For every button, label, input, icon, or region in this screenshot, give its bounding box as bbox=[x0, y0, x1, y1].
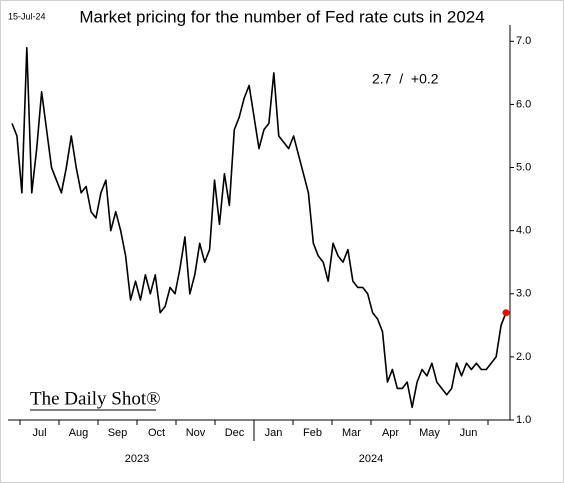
x-tick-label: Jan bbox=[265, 427, 283, 439]
x-tick-label: Aug bbox=[69, 427, 89, 439]
x-tick-label: Jun bbox=[460, 427, 478, 439]
end-marker bbox=[502, 309, 510, 317]
x-tick-label: May bbox=[419, 427, 440, 439]
x-tick-label: Apr bbox=[382, 427, 399, 439]
data-line bbox=[11, 46, 507, 409]
x-group-label: 2023 bbox=[125, 453, 149, 465]
x-tick-label: Mar bbox=[342, 427, 361, 439]
y-tick-label: 3.0 bbox=[516, 288, 531, 300]
annotation: 2.7 / +0.2 bbox=[372, 71, 439, 87]
chart-title: Market pricing for the number of Fed rat… bbox=[79, 7, 484, 26]
x-tick-label: Feb bbox=[303, 427, 322, 439]
y-tick-label: 7.0 bbox=[516, 35, 531, 47]
date-label: 15-Jul-24 bbox=[8, 11, 46, 21]
y-tick-label: 2.0 bbox=[516, 351, 531, 363]
y-tick-label: 4.0 bbox=[516, 225, 531, 237]
watermark: The Daily Shot® bbox=[30, 388, 161, 409]
x-tick-label: Jul bbox=[32, 427, 46, 439]
x-tick-label: Dec bbox=[225, 427, 245, 439]
x-tick-label: Sep bbox=[108, 427, 128, 439]
x-group-label: 2024 bbox=[359, 453, 383, 465]
y-tick-label: 6.0 bbox=[516, 98, 531, 110]
y-tick-label: 1.0 bbox=[516, 414, 531, 426]
x-tick-label: Nov bbox=[186, 427, 206, 439]
x-tick-label: Oct bbox=[148, 427, 165, 439]
y-tick-label: 5.0 bbox=[516, 161, 531, 173]
